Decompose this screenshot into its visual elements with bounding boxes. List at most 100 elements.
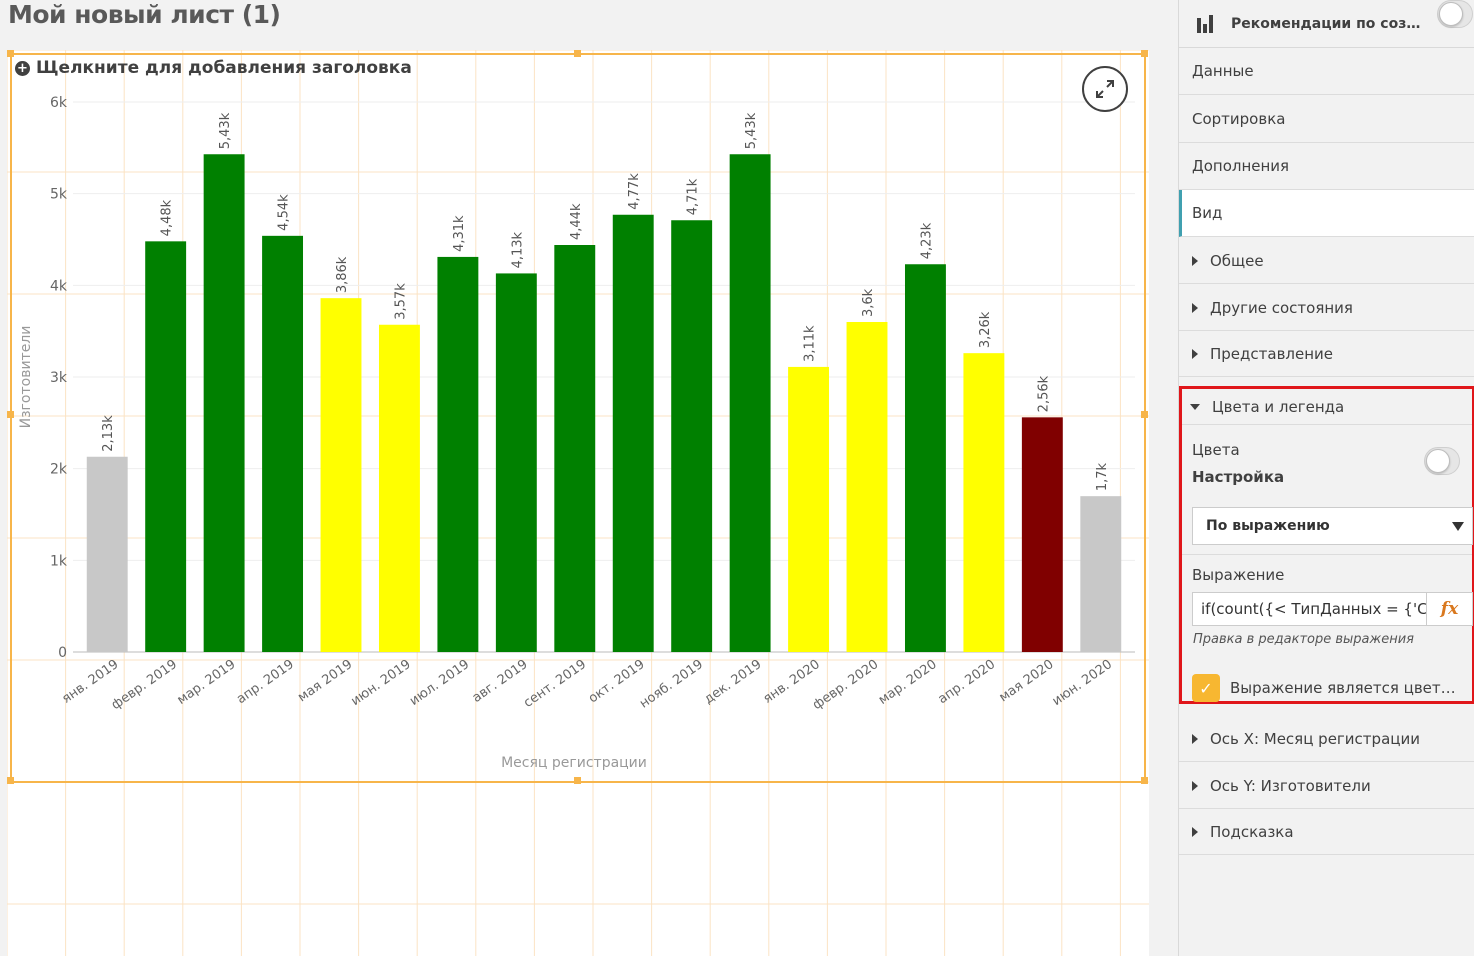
x-tick-label: июн. 2019 — [348, 657, 413, 709]
section-y-axis[interactable]: Ось Y: Изготовители — [1179, 763, 1474, 809]
section-general[interactable]: Общее — [1179, 238, 1474, 284]
bar[interactable] — [203, 154, 245, 652]
tab-appearance[interactable]: Вид — [1179, 190, 1474, 237]
x-tick-label: июн. 2020 — [1050, 657, 1115, 709]
bar[interactable] — [963, 353, 1005, 652]
expression-is-color-label: Выражение является цветов... — [1230, 679, 1460, 697]
expand-chart-button[interactable] — [1082, 66, 1128, 112]
bar[interactable] — [1021, 417, 1063, 652]
tab-label: Дополнения — [1192, 157, 1290, 175]
bar[interactable] — [612, 214, 654, 652]
dropdown-arrow-icon — [1452, 522, 1464, 531]
bar-value-label: 1,7k — [1095, 462, 1110, 491]
bar-value-label: 4,31k — [452, 215, 467, 252]
bar-value-label: 2,13k — [101, 415, 116, 452]
y-tick-label: 6k — [50, 95, 68, 111]
recommendations-toggle[interactable] — [1437, 0, 1473, 28]
x-tick-label: мар. 2020 — [876, 657, 940, 708]
tab-label: Сортировка — [1192, 110, 1286, 128]
bar-value-label: 4,13k — [510, 231, 525, 268]
bar-value-label: 4,23k — [919, 222, 934, 259]
y-axis-title: Изготовители — [18, 326, 34, 429]
properties-panel: Рекомендации по созд... Данные Сортировк… — [1178, 0, 1474, 956]
bar[interactable] — [262, 235, 304, 653]
resize-handle[interactable] — [1141, 411, 1148, 418]
resize-handle[interactable] — [7, 50, 14, 57]
bar-chart-icon — [1197, 14, 1213, 33]
bar-value-label: 4,54k — [277, 194, 292, 231]
x-tick-label: февр. 2020 — [810, 657, 881, 713]
section-label: Другие состояния — [1210, 298, 1353, 317]
section-alternate-states[interactable]: Другие состояния — [1179, 285, 1474, 331]
dropdown-value: По выражению — [1206, 518, 1330, 534]
colors-legend-section: Цвета и легенда Цвета Настройка По выраж… — [1179, 386, 1474, 704]
y-tick-label: 5k — [50, 187, 68, 203]
resize-handle[interactable] — [7, 777, 14, 784]
chart-title-row[interactable]: + Щелкните для добавления заголовка — [15, 58, 412, 78]
bar[interactable] — [554, 245, 596, 652]
x-tick-label: дек. 2019 — [702, 657, 765, 707]
tab-label: Вид — [1192, 204, 1223, 222]
bar[interactable] — [846, 322, 888, 652]
bar[interactable] — [320, 298, 362, 652]
expression-hint: Правка в редакторе выражения — [1193, 632, 1414, 647]
bar[interactable] — [86, 456, 128, 652]
bar[interactable] — [495, 273, 537, 652]
section-presentation[interactable]: Представление — [1179, 331, 1474, 377]
expand-triangle-icon — [1192, 733, 1198, 744]
resize-handle[interactable] — [7, 411, 14, 418]
bar[interactable] — [437, 256, 479, 652]
section-x-axis[interactable]: Ось X: Месяц регистрации — [1179, 716, 1474, 762]
x-axis-title: Месяц регистрации — [501, 755, 647, 771]
bar[interactable] — [671, 220, 713, 652]
bar-value-label: 5,43k — [218, 112, 233, 149]
colors-label: Цвета — [1192, 441, 1240, 459]
bar-value-label: 3,86k — [335, 256, 350, 293]
resize-handle[interactable] — [574, 50, 581, 57]
section-label: Представление — [1210, 344, 1334, 363]
bar-value-label: 4,71k — [686, 178, 701, 215]
expression-input[interactable]: if(count({< ТипДанных = {'СС'} — [1192, 592, 1427, 626]
bar-value-label: 2,56k — [1036, 375, 1051, 412]
section-label: Цвета и легенда — [1212, 397, 1345, 416]
section-colors-legend-header[interactable]: Цвета и легенда — [1182, 389, 1472, 425]
bar[interactable] — [1080, 496, 1122, 652]
bar[interactable] — [788, 366, 830, 652]
resize-handle[interactable] — [574, 777, 581, 784]
y-tick-label: 4k — [50, 278, 68, 294]
x-tick-label: мая 2020 — [997, 657, 1057, 705]
chart-title-placeholder[interactable]: Щелкните для добавления заголовка — [36, 58, 412, 78]
expression-editor-button[interactable]: fx — [1426, 592, 1473, 626]
bar-value-label: 3,11k — [803, 325, 818, 362]
x-tick-label: нояб. 2019 — [637, 657, 706, 712]
bar[interactable] — [729, 154, 771, 652]
x-tick-label: апр. 2019 — [234, 657, 297, 707]
tab-sorting[interactable]: Сортировка — [1179, 96, 1474, 143]
expand-arrows-icon — [1096, 80, 1114, 98]
tab-addons[interactable]: Дополнения — [1179, 143, 1474, 190]
expression-is-color-checkbox[interactable]: ✓ — [1192, 674, 1220, 702]
bar[interactable] — [378, 324, 420, 652]
sheet-title: Мой новый лист (1) — [8, 0, 281, 29]
tab-data[interactable]: Данные — [1179, 48, 1474, 95]
section-tooltip[interactable]: Подсказка — [1179, 809, 1474, 855]
expand-triangle-icon — [1192, 348, 1198, 359]
section-label: Ось Y: Изготовители — [1210, 776, 1371, 795]
resize-handle[interactable] — [1141, 50, 1148, 57]
bar[interactable] — [904, 264, 946, 652]
x-tick-label: мая 2019 — [295, 657, 355, 705]
resize-handle[interactable] — [1141, 777, 1148, 784]
colors-auto-toggle[interactable] — [1424, 447, 1460, 475]
collapse-triangle-icon — [1190, 403, 1200, 410]
bar-value-label: 3,26k — [978, 311, 993, 348]
y-tick-label: 3k — [50, 370, 68, 386]
bar-value-label: 5,43k — [744, 112, 759, 149]
bar[interactable] — [145, 241, 187, 653]
fx-icon: fx — [1440, 599, 1459, 619]
tab-label: Данные — [1192, 62, 1254, 80]
bar-value-label: 4,48k — [160, 199, 175, 236]
x-tick-label: июл. 2019 — [407, 657, 472, 709]
color-mode-dropdown[interactable]: По выражению — [1192, 507, 1473, 545]
y-tick-label: 1k — [50, 553, 68, 569]
